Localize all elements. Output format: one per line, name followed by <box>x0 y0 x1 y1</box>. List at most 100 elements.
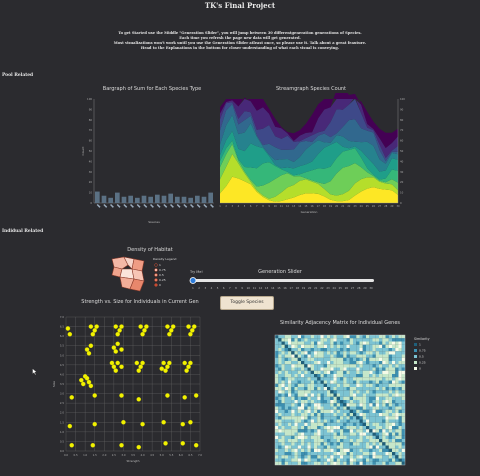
matrix-cell <box>379 377 383 381</box>
matrix-cell <box>392 429 396 433</box>
generation-slider[interactable]: 1 2 3 4 5 6 7 8 9 10 11 12 13 14 15 16 17 18 19 20 21 22 23 24 2… <box>188 275 378 293</box>
matrix-cell <box>379 409 383 414</box>
matrix-cell <box>369 361 373 365</box>
matrix-cell <box>284 374 289 378</box>
matrix-cell <box>327 426 331 430</box>
matrix-cell <box>275 338 279 342</box>
matrix-cell <box>323 429 328 433</box>
matrix-cell <box>366 461 370 466</box>
matrix-cell <box>284 442 289 446</box>
matrix-cell <box>301 344 305 349</box>
matrix-cell <box>385 396 389 401</box>
matrix-cell <box>281 393 285 397</box>
matrix-cell <box>356 400 360 404</box>
stream-layer <box>220 104 398 164</box>
matrix-cell <box>288 409 292 414</box>
matrix-cell <box>392 426 396 430</box>
matrix-cell <box>278 377 282 381</box>
matrix-cell <box>284 351 289 355</box>
matrix-cell <box>317 432 321 436</box>
matrix-cell <box>362 364 367 368</box>
matrix-cell <box>353 426 357 430</box>
matrix-cell <box>366 403 370 407</box>
matrix-cell <box>323 455 328 459</box>
matrix-cell <box>291 348 295 352</box>
matrix-cell <box>369 393 373 397</box>
matrix-cell <box>294 452 298 456</box>
matrix-cell <box>323 406 328 410</box>
matrix-cell <box>307 406 311 410</box>
matrix-cell <box>375 396 380 401</box>
scatter-point <box>69 395 74 400</box>
matrix-cell <box>372 338 376 342</box>
matrix-cell <box>401 364 406 368</box>
density-legend: 1 0.75 0.5 0.25 0 <box>154 263 166 287</box>
matrix-cell <box>294 351 298 355</box>
matrix-cell <box>301 461 305 466</box>
matrix-cell <box>343 341 347 345</box>
matrix-cell <box>366 455 370 459</box>
matrix-cell <box>362 383 367 388</box>
matrix-cell <box>310 387 315 391</box>
matrix-cell <box>304 439 308 443</box>
matrix-cell <box>327 432 331 436</box>
matrix-cell <box>398 344 402 349</box>
matrix-cell <box>398 338 402 342</box>
matrix-cell <box>375 416 380 420</box>
matrix-cell <box>349 432 354 436</box>
matrix-cell <box>288 406 292 410</box>
matrix-cell <box>372 406 376 410</box>
matrix-cell <box>392 344 396 349</box>
matrix-cell <box>301 348 305 352</box>
matrix-cell <box>281 416 285 420</box>
matrix-cell <box>314 364 318 368</box>
matrix-cell <box>398 351 402 355</box>
scatter-y-tick-label: 6.5 <box>60 325 64 329</box>
similarity-matrix <box>274 334 406 466</box>
slider-thumb[interactable] <box>189 277 197 284</box>
stream-x-axis-title: Generation <box>301 210 318 214</box>
matrix-cell <box>304 393 308 397</box>
matrix-cell <box>320 338 324 342</box>
matrix-cell <box>327 416 331 420</box>
matrix-cell <box>349 439 354 443</box>
matrix-cell <box>353 351 357 355</box>
matrix-cell <box>369 351 373 355</box>
matrix-cell <box>382 413 386 417</box>
toggle-species-button[interactable]: Toggle Species <box>220 296 274 310</box>
matrix-cell <box>362 370 367 375</box>
stream-x-tick-label: 6 <box>250 205 252 208</box>
matrix-cell <box>304 383 308 388</box>
matrix-cell <box>294 361 298 365</box>
matrix-cell <box>297 403 302 407</box>
matrix-cell <box>388 341 393 345</box>
slider-track[interactable] <box>192 279 374 282</box>
matrix-cell <box>340 351 344 355</box>
matrix-cell <box>356 452 360 456</box>
matrix-cell <box>288 351 292 355</box>
bar-y-tick-label: 30 <box>89 170 93 174</box>
scatter-point <box>184 368 189 373</box>
matrix-cell <box>379 455 383 459</box>
matrix-cell <box>388 403 393 407</box>
matrix-cell <box>330 335 334 339</box>
bar <box>101 195 107 203</box>
matrix-cell <box>297 422 302 427</box>
density-legend-value: 0.75 <box>159 268 166 272</box>
matrix-cell <box>372 390 376 394</box>
matrix-cell <box>323 416 328 420</box>
matrix-cell <box>356 458 360 462</box>
matrix-cell <box>314 335 318 339</box>
matrix-cell <box>349 426 354 430</box>
matrix-cell <box>294 367 298 371</box>
density-map: Density Legend 1 0.75 0.5 0.25 0 <box>111 256 176 292</box>
matrix-cell <box>307 341 311 345</box>
matrix-cell <box>317 448 321 453</box>
matrix-cell <box>395 452 399 456</box>
scatter-x-tick-label: 5.5 <box>169 453 173 457</box>
matrix-cell <box>336 409 341 414</box>
matrix-cell <box>401 361 406 365</box>
matrix-cell <box>288 439 292 443</box>
matrix-cell <box>281 348 285 352</box>
matrix-cell <box>343 390 347 394</box>
